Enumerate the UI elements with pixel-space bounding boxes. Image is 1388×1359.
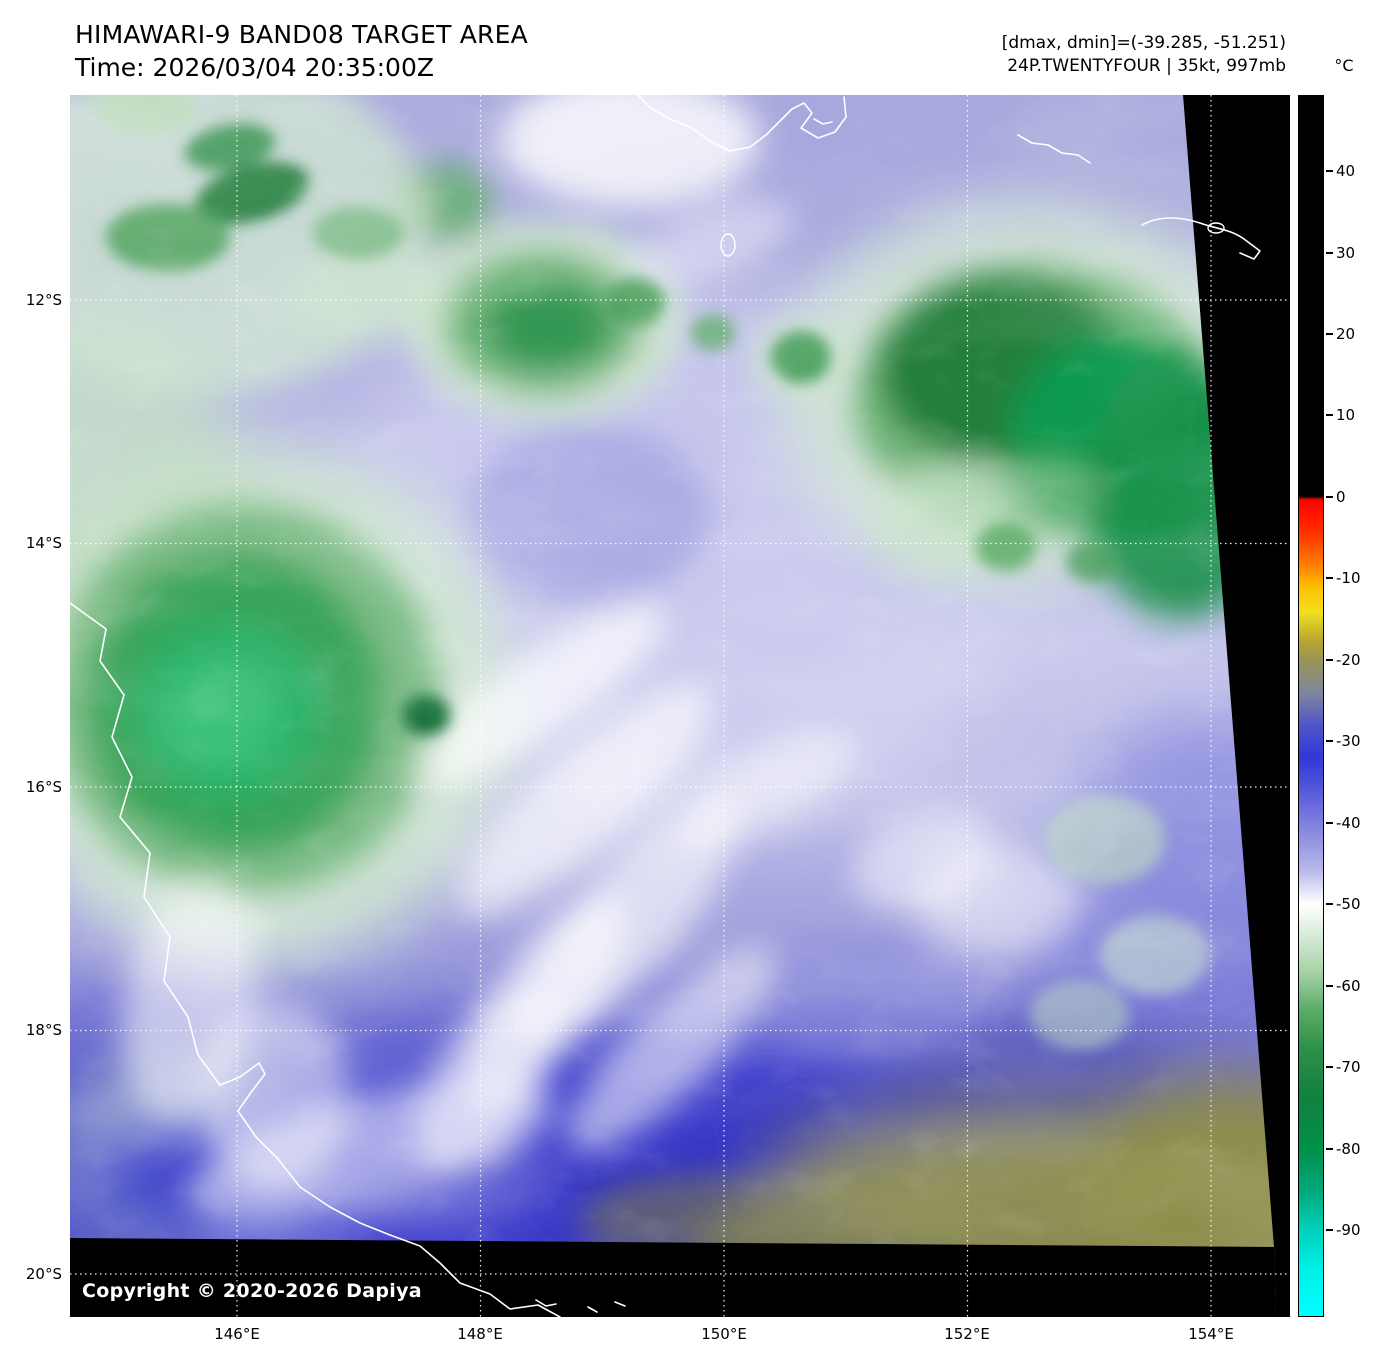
dmax-dmin-label: [dmax, dmin]=(-39.285, -51.251): [1001, 33, 1286, 53]
colorbar-tick-label: -40: [1326, 813, 1382, 833]
colorbar-tick-label: 10: [1326, 405, 1382, 425]
colorbar-tick-label: -30: [1326, 731, 1382, 751]
timestamp-label: Time: 2026/03/04 20:35:00Z: [75, 53, 434, 82]
lat-axis-label: 18°S: [25, 1021, 62, 1039]
colorbar-tick-label: -90: [1326, 1220, 1382, 1240]
colorbar-tick-label: 30: [1326, 243, 1382, 263]
colorbar-tick-label: -10: [1326, 568, 1382, 588]
lon-axis-label: 154°E: [1188, 1325, 1234, 1343]
copyright-label: Copyright © 2020-2026 Dapiya: [82, 1280, 422, 1302]
lat-axis-label: 16°S: [25, 778, 62, 796]
colorbar-tick-label: -20: [1326, 650, 1382, 670]
lon-axis-label: 148°E: [457, 1325, 503, 1343]
lon-axis-label: 150°E: [701, 1325, 747, 1343]
cloud-texture-fine: [70, 95, 1290, 1255]
lat-axis-label: 12°S: [25, 291, 62, 309]
grid-lines: [70, 95, 1290, 1317]
colorbar: [1298, 95, 1324, 1317]
lon-axis-label: 146°E: [214, 1325, 260, 1343]
satellite-imagery: [70, 95, 1290, 1317]
colorbar-unit-label: °C: [1334, 56, 1354, 75]
lon-axis-label: 152°E: [944, 1325, 990, 1343]
colorbar-tick-label: -80: [1326, 1139, 1382, 1159]
colorbar-tick-label: -60: [1326, 976, 1382, 996]
no-data-mask: [70, 95, 1290, 1317]
lat-axis-label: 20°S: [25, 1265, 62, 1283]
colorbar-tick-label: -50: [1326, 894, 1382, 914]
lat-axis-label: 14°S: [25, 534, 62, 552]
colorbar-tick-label: 40: [1326, 161, 1382, 181]
satellite-map: [70, 95, 1290, 1317]
page-title: HIMAWARI-9 BAND08 TARGET AREA: [75, 20, 528, 49]
colorbar-tick-label: -70: [1326, 1057, 1382, 1077]
coastlines: [70, 95, 1261, 1317]
storm-info-label: 24P.TWENTYFOUR | 35kt, 997mb: [1007, 56, 1286, 76]
colorbar-tick-label: 0: [1326, 487, 1382, 507]
colorbar-tick-label: 20: [1326, 324, 1382, 344]
